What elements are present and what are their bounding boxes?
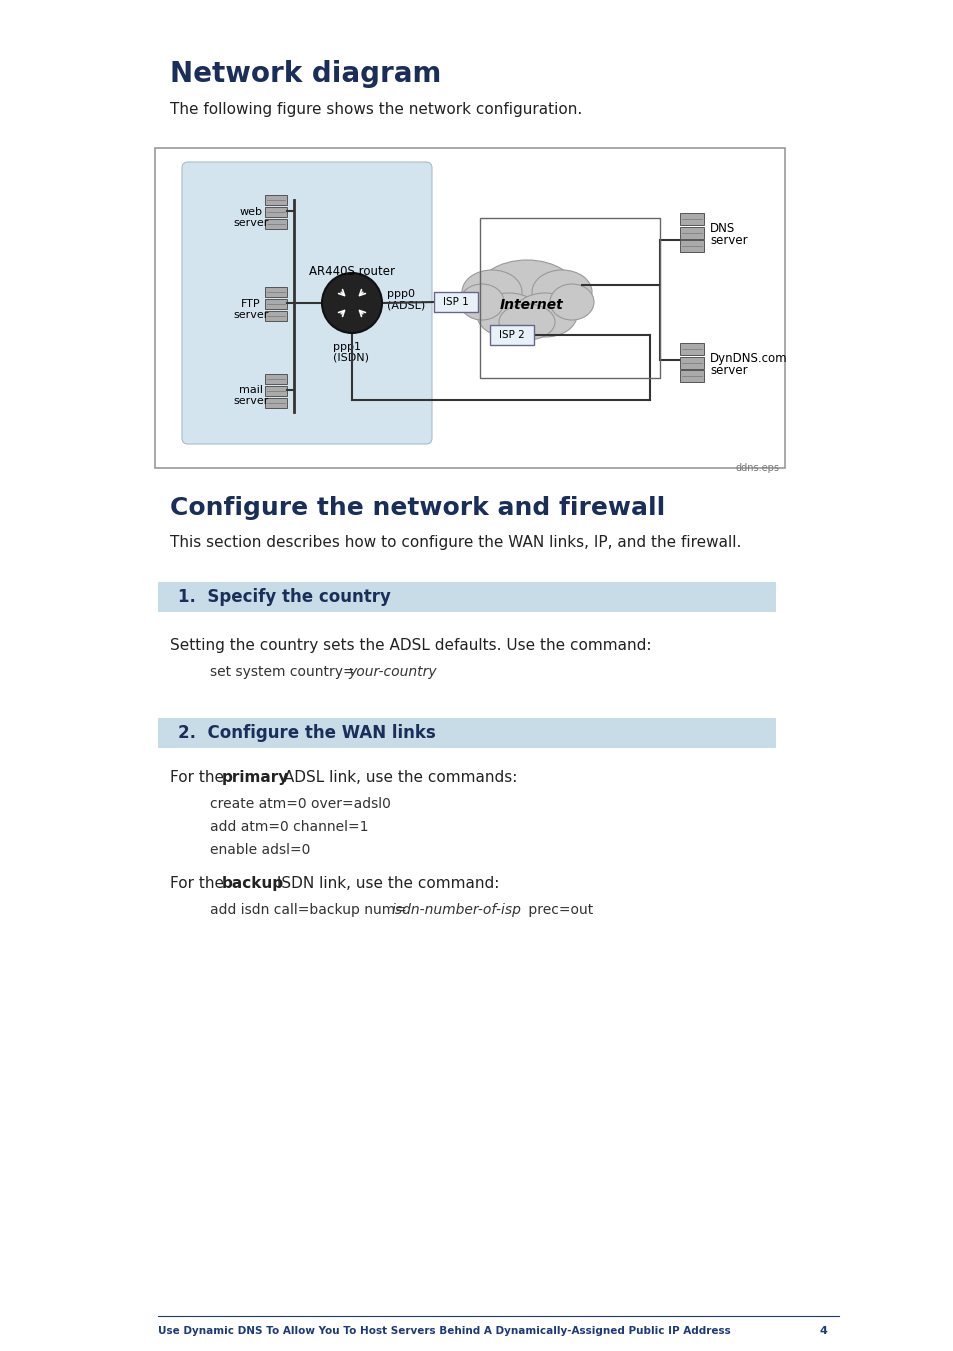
FancyBboxPatch shape <box>265 207 287 218</box>
Text: ISP 2: ISP 2 <box>498 330 524 340</box>
FancyBboxPatch shape <box>182 162 432 444</box>
Text: server: server <box>233 396 269 407</box>
FancyBboxPatch shape <box>490 326 534 345</box>
Text: ISP 1: ISP 1 <box>442 297 468 307</box>
Text: (ADSL): (ADSL) <box>387 300 425 309</box>
FancyBboxPatch shape <box>265 386 287 396</box>
FancyBboxPatch shape <box>265 219 287 230</box>
Text: create atm=0 over=adsl0: create atm=0 over=adsl0 <box>210 797 391 811</box>
FancyBboxPatch shape <box>265 397 287 408</box>
Text: 1.  Specify the country: 1. Specify the country <box>178 588 391 607</box>
Text: enable adsl=0: enable adsl=0 <box>210 843 310 857</box>
Text: server: server <box>233 218 269 228</box>
FancyBboxPatch shape <box>265 311 287 322</box>
FancyBboxPatch shape <box>265 195 287 205</box>
Text: prec=out: prec=out <box>523 902 593 917</box>
Ellipse shape <box>476 293 540 336</box>
Text: ddns.eps: ddns.eps <box>735 463 780 473</box>
FancyBboxPatch shape <box>265 288 287 297</box>
FancyBboxPatch shape <box>679 370 703 382</box>
FancyBboxPatch shape <box>158 582 775 612</box>
Text: ppp1: ppp1 <box>333 342 360 353</box>
Text: DynDNS.com: DynDNS.com <box>709 353 787 365</box>
Text: Setting the country sets the ADSL defaults. Use the command:: Setting the country sets the ADSL defaul… <box>170 638 651 653</box>
FancyBboxPatch shape <box>679 213 703 226</box>
Ellipse shape <box>459 284 503 320</box>
Text: add atm=0 channel=1: add atm=0 channel=1 <box>210 820 368 834</box>
FancyBboxPatch shape <box>265 299 287 309</box>
Text: DNS: DNS <box>709 222 735 235</box>
Text: mail: mail <box>239 385 263 394</box>
Text: isdn-number-of-isp: isdn-number-of-isp <box>392 902 521 917</box>
Text: Configure the network and firewall: Configure the network and firewall <box>170 496 664 520</box>
Text: server: server <box>709 234 747 247</box>
Ellipse shape <box>550 284 594 320</box>
Text: 2.  Configure the WAN links: 2. Configure the WAN links <box>178 724 436 742</box>
Text: 4: 4 <box>820 1325 827 1336</box>
Text: AR440S router: AR440S router <box>309 265 395 278</box>
Circle shape <box>322 273 381 332</box>
Text: your-country: your-country <box>348 665 436 680</box>
Text: set system country=: set system country= <box>210 665 355 680</box>
Text: ISDN link, use the command:: ISDN link, use the command: <box>272 875 498 892</box>
FancyBboxPatch shape <box>434 292 477 312</box>
Ellipse shape <box>498 304 555 340</box>
Text: ADSL link, use the commands:: ADSL link, use the commands: <box>278 770 517 785</box>
Ellipse shape <box>475 259 578 330</box>
FancyBboxPatch shape <box>679 343 703 355</box>
Text: server: server <box>233 309 269 320</box>
FancyBboxPatch shape <box>679 357 703 369</box>
Text: FTP: FTP <box>241 299 260 309</box>
FancyBboxPatch shape <box>679 240 703 253</box>
Text: Internet: Internet <box>499 299 563 312</box>
Ellipse shape <box>532 270 592 313</box>
Text: add isdn call=backup num=: add isdn call=backup num= <box>210 902 406 917</box>
Text: web: web <box>239 207 262 218</box>
Ellipse shape <box>461 270 521 313</box>
Text: Use Dynamic DNS To Allow You To Host Servers Behind A Dynamically-Assigned Publi: Use Dynamic DNS To Allow You To Host Ser… <box>158 1325 730 1336</box>
Text: backup: backup <box>222 875 284 892</box>
FancyBboxPatch shape <box>154 149 784 467</box>
FancyBboxPatch shape <box>679 227 703 239</box>
FancyBboxPatch shape <box>265 374 287 385</box>
Text: server: server <box>709 363 747 377</box>
Text: (ISDN): (ISDN) <box>333 353 369 363</box>
Text: ppp0: ppp0 <box>387 289 415 299</box>
Text: primary: primary <box>222 770 289 785</box>
Text: For the: For the <box>170 875 229 892</box>
FancyBboxPatch shape <box>158 717 775 748</box>
Ellipse shape <box>513 293 577 336</box>
Text: Network diagram: Network diagram <box>170 59 441 88</box>
Text: This section describes how to configure the WAN links, IP, and the firewall.: This section describes how to configure … <box>170 535 740 550</box>
Text: The following figure shows the network configuration.: The following figure shows the network c… <box>170 101 581 118</box>
Text: For the: For the <box>170 770 229 785</box>
